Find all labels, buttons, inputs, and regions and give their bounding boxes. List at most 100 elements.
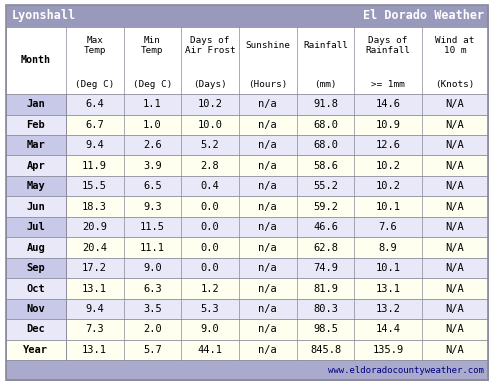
- Bar: [6, 360, 488, 380]
- Bar: [6, 237, 66, 258]
- Text: N/A: N/A: [446, 99, 464, 109]
- Text: 8.9: 8.9: [379, 243, 398, 253]
- Text: N/A: N/A: [446, 161, 464, 171]
- Bar: [6, 278, 66, 299]
- Bar: [66, 319, 488, 340]
- Text: 11.5: 11.5: [140, 222, 165, 232]
- Text: N/A: N/A: [446, 120, 464, 130]
- Text: Mar: Mar: [27, 140, 45, 150]
- Text: Sunshine: Sunshine: [246, 41, 290, 50]
- Text: N/A: N/A: [446, 304, 464, 314]
- Text: Year: Year: [23, 345, 48, 355]
- Text: Jun: Jun: [27, 202, 45, 212]
- Bar: [66, 340, 488, 360]
- Text: 9.4: 9.4: [85, 304, 104, 314]
- Text: 68.0: 68.0: [313, 140, 338, 150]
- Text: 3.9: 3.9: [143, 161, 162, 171]
- Bar: [66, 217, 488, 237]
- Text: 46.6: 46.6: [313, 222, 338, 232]
- Text: 0.0: 0.0: [201, 222, 219, 232]
- Text: 13.1: 13.1: [375, 283, 401, 293]
- Bar: [66, 135, 488, 156]
- Text: 7.3: 7.3: [85, 324, 104, 334]
- Text: n/a: n/a: [258, 161, 277, 171]
- Text: 1.2: 1.2: [201, 283, 219, 293]
- Text: 13.2: 13.2: [375, 304, 401, 314]
- Text: Wind at
10 m: Wind at 10 m: [435, 36, 475, 55]
- Text: 9.0: 9.0: [143, 263, 162, 273]
- Text: 6.3: 6.3: [143, 283, 162, 293]
- Text: 2.6: 2.6: [143, 140, 162, 150]
- Text: Oct: Oct: [27, 283, 45, 293]
- Text: 13.1: 13.1: [82, 283, 107, 293]
- Text: 59.2: 59.2: [313, 202, 338, 212]
- Bar: [66, 299, 488, 319]
- Text: Month: Month: [21, 55, 51, 66]
- Text: n/a: n/a: [258, 324, 277, 334]
- Text: 10.2: 10.2: [375, 161, 401, 171]
- Text: N/A: N/A: [446, 345, 464, 355]
- Bar: [6, 197, 66, 217]
- Text: n/a: n/a: [258, 120, 277, 130]
- Text: 0.0: 0.0: [201, 202, 219, 212]
- Bar: [6, 94, 66, 114]
- Text: Days of
Rainfall: Days of Rainfall: [366, 36, 411, 55]
- Text: N/A: N/A: [446, 243, 464, 253]
- Text: 81.9: 81.9: [313, 283, 338, 293]
- Text: 135.9: 135.9: [372, 345, 404, 355]
- Text: 5.7: 5.7: [143, 345, 162, 355]
- Text: Sep: Sep: [27, 263, 45, 273]
- Text: Aug: Aug: [27, 243, 45, 253]
- Text: 55.2: 55.2: [313, 181, 338, 191]
- Text: n/a: n/a: [258, 283, 277, 293]
- Text: 1.0: 1.0: [143, 120, 162, 130]
- Text: Jul: Jul: [27, 222, 45, 232]
- Bar: [6, 258, 66, 278]
- Text: El Dorado Weather: El Dorado Weather: [363, 9, 484, 22]
- Text: 11.9: 11.9: [82, 161, 107, 171]
- Text: (Knots): (Knots): [435, 79, 475, 88]
- Text: 17.2: 17.2: [82, 263, 107, 273]
- Bar: [66, 176, 488, 197]
- Text: N/A: N/A: [446, 202, 464, 212]
- Text: n/a: n/a: [258, 181, 277, 191]
- Text: 10.2: 10.2: [375, 181, 401, 191]
- Bar: [66, 237, 488, 258]
- Text: 68.0: 68.0: [313, 120, 338, 130]
- Text: 11.1: 11.1: [140, 243, 165, 253]
- Text: (Deg C): (Deg C): [133, 79, 172, 88]
- Text: N/A: N/A: [446, 263, 464, 273]
- Text: N/A: N/A: [446, 324, 464, 334]
- Text: 9.3: 9.3: [143, 202, 162, 212]
- Bar: [6, 299, 66, 319]
- Text: 3.5: 3.5: [143, 304, 162, 314]
- Text: 20.4: 20.4: [82, 243, 107, 253]
- Text: (mm): (mm): [314, 79, 337, 88]
- Text: 0.4: 0.4: [201, 181, 219, 191]
- Bar: [66, 258, 488, 278]
- Text: Min
Temp: Min Temp: [141, 36, 164, 55]
- Text: 58.6: 58.6: [313, 161, 338, 171]
- Text: N/A: N/A: [446, 181, 464, 191]
- Text: 18.3: 18.3: [82, 202, 107, 212]
- Bar: [6, 217, 66, 237]
- Text: Max
Temp: Max Temp: [83, 36, 106, 55]
- Text: n/a: n/a: [258, 99, 277, 109]
- Text: May: May: [27, 181, 45, 191]
- Text: n/a: n/a: [258, 140, 277, 150]
- Text: 15.5: 15.5: [82, 181, 107, 191]
- Text: 9.0: 9.0: [201, 324, 219, 334]
- Text: 10.1: 10.1: [375, 263, 401, 273]
- Text: N/A: N/A: [446, 283, 464, 293]
- Text: Dec: Dec: [27, 324, 45, 334]
- Text: Rainfall: Rainfall: [303, 41, 348, 50]
- Text: 6.5: 6.5: [143, 181, 162, 191]
- Bar: [6, 135, 66, 156]
- Bar: [66, 114, 488, 135]
- Bar: [6, 114, 66, 135]
- Text: n/a: n/a: [258, 243, 277, 253]
- Text: >= 1mm: >= 1mm: [371, 79, 405, 88]
- Bar: [6, 319, 66, 340]
- Text: 2.8: 2.8: [201, 161, 219, 171]
- Text: 6.7: 6.7: [85, 120, 104, 130]
